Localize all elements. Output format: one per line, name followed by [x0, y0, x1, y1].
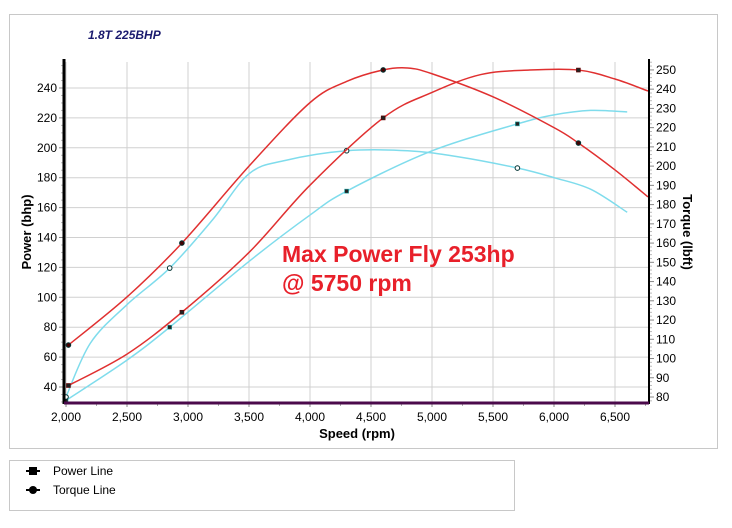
dyno-chart: 1.8T 225BHP 2,000 2,500 3,000 3,500 4,000 4,5… [19, 28, 695, 441]
svg-text:120: 120 [656, 313, 676, 327]
svg-text:90: 90 [656, 371, 670, 385]
legend-item-torque[interactable]: Torque Line [22, 482, 116, 498]
svg-text:100: 100 [656, 352, 676, 366]
y-axis-label-right: Torque (lbft) [680, 194, 695, 270]
svg-text:100: 100 [37, 290, 57, 304]
svg-text:160: 160 [37, 201, 57, 215]
svg-text:5,500: 5,500 [478, 410, 508, 424]
svg-text:3,500: 3,500 [234, 410, 264, 424]
chart-title: 1.8T 225BHP [88, 28, 162, 42]
svg-text:140: 140 [656, 275, 676, 289]
svg-text:2,500: 2,500 [112, 410, 142, 424]
svg-text:200: 200 [656, 159, 676, 173]
svg-text:180: 180 [656, 198, 676, 212]
svg-text:130: 130 [656, 294, 676, 308]
svg-text:2,000: 2,000 [51, 410, 81, 424]
grid-lines [64, 62, 649, 403]
svg-text:6,500: 6,500 [600, 410, 630, 424]
svg-text:240: 240 [656, 82, 676, 96]
svg-text:60: 60 [44, 350, 58, 364]
svg-text:190: 190 [656, 178, 676, 192]
annotation-line-2: @ 5750 rpm [282, 270, 412, 296]
svg-text:210: 210 [656, 140, 676, 154]
svg-text:220: 220 [37, 111, 57, 125]
legend-item-power[interactable]: Power Line [22, 463, 113, 479]
x-axis-label: Speed (rpm) [319, 426, 395, 441]
circle-marker-icon [22, 484, 44, 496]
svg-text:240: 240 [37, 81, 57, 95]
svg-text:5,000: 5,000 [417, 410, 447, 424]
svg-text:180: 180 [37, 171, 57, 185]
svg-text:200: 200 [37, 141, 57, 155]
svg-text:220: 220 [656, 121, 676, 135]
svg-text:40: 40 [44, 380, 58, 394]
svg-text:110: 110 [656, 332, 675, 346]
annotation-line-1: Max Power Fly 253hp [282, 241, 515, 267]
svg-text:160: 160 [656, 236, 676, 250]
svg-text:230: 230 [656, 101, 676, 115]
svg-text:4,000: 4,000 [295, 410, 325, 424]
svg-text:120: 120 [37, 260, 57, 274]
y-axis-label-left: Power (bhp) [19, 194, 34, 269]
series-layer [63, 66, 649, 403]
svg-text:140: 140 [37, 231, 57, 245]
svg-text:150: 150 [656, 255, 676, 269]
axes: 2,000 2,500 3,000 3,500 4,000 4,500 5,000 5,500… [37, 59, 676, 424]
series-line [65, 149, 628, 398]
svg-text:250: 250 [656, 63, 676, 77]
svg-text:170: 170 [656, 217, 676, 231]
svg-text:80: 80 [656, 390, 670, 404]
legend-label-torque: Torque Line [53, 483, 116, 497]
series-line [67, 66, 649, 346]
svg-text:3,000: 3,000 [173, 410, 203, 424]
svg-text:80: 80 [44, 320, 58, 334]
legend-label-power: Power Line [53, 464, 114, 478]
svg-text:6,000: 6,000 [539, 410, 569, 424]
square-marker-icon [22, 465, 44, 477]
svg-text:4,500: 4,500 [356, 410, 386, 424]
chart-frame [9, 14, 718, 449]
legend: Power Line Torque Line [9, 460, 515, 511]
